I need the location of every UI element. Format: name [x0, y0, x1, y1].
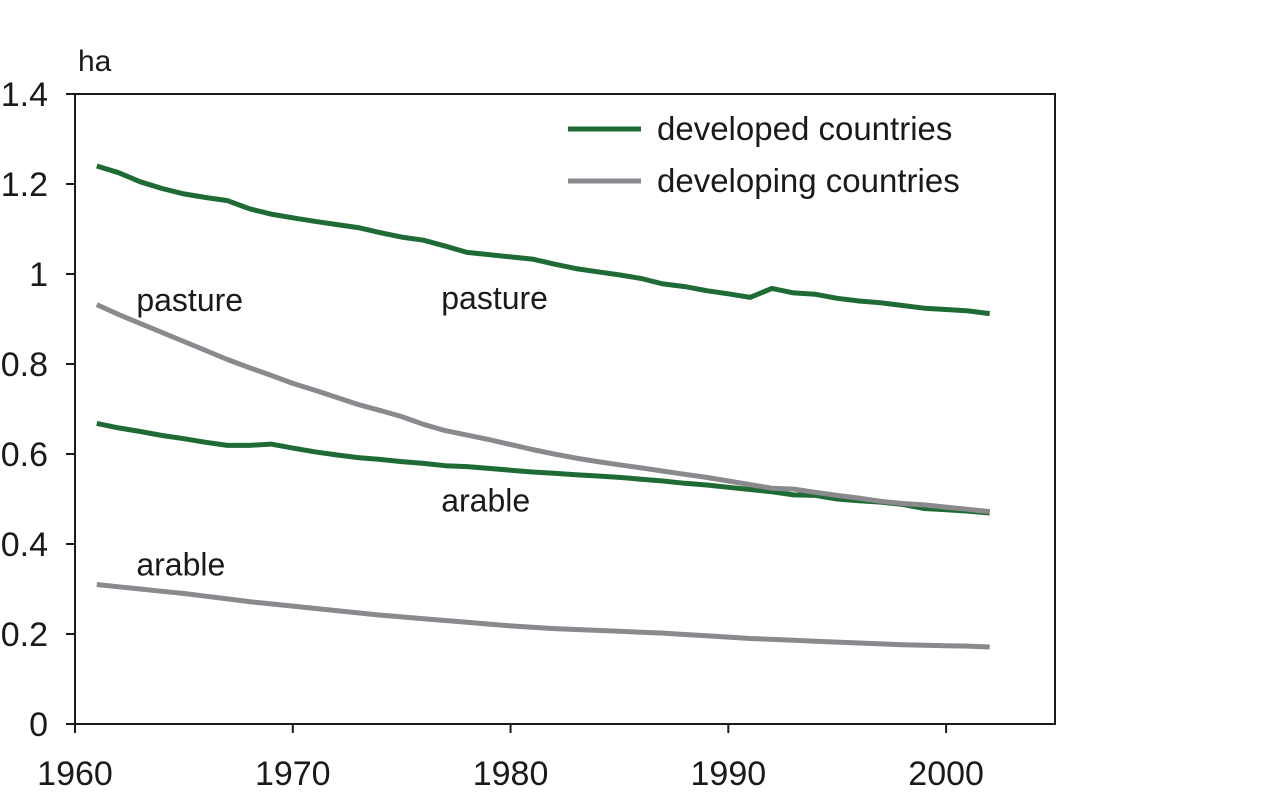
series-line-1 [96, 163, 991, 317]
series-line-2 [96, 420, 990, 516]
y-tick-label: 1.4 [1, 76, 48, 114]
y-tick-label: 0.4 [1, 526, 48, 564]
x-tick-label: 1990 [691, 755, 767, 793]
x-tick-label: 1980 [473, 755, 549, 793]
y-axis: 0 0.2 0.4 0.6 0.8 1 1.2 1.4 [1, 76, 75, 744]
x-tick-label: 1960 [37, 755, 113, 793]
y-tick-label: 0.6 [1, 436, 48, 474]
series-annotation: pasture [441, 280, 548, 316]
series-line-3 [95, 302, 990, 515]
y-axis-unit-label: ha [78, 45, 112, 78]
series-annotation: arable [441, 482, 530, 518]
series-line-4 [96, 582, 990, 650]
legend-label: developing countries [657, 162, 960, 199]
y-tick-label: 0 [29, 706, 48, 744]
y-tick-label: 0.2 [1, 616, 48, 654]
series-layer [95, 163, 991, 650]
y-tick-label: 0.8 [1, 346, 48, 384]
legend-label: developed countries [657, 110, 952, 147]
annotations: pasture pasture arable arable [136, 280, 548, 583]
x-axis: 1960 1970 1980 1990 2000 [37, 724, 984, 793]
y-tick-label: 1 [29, 256, 48, 294]
x-tick-label: 2000 [908, 755, 984, 793]
series-annotation: pasture [136, 282, 243, 318]
x-tick-label: 1970 [255, 755, 331, 793]
plot-frame [74, 93, 1056, 725]
legend: developed countries developing countries [568, 110, 960, 199]
y-tick-label: 1.2 [1, 166, 48, 204]
plot-border [74, 93, 1056, 725]
series-annotation: arable [136, 547, 225, 583]
